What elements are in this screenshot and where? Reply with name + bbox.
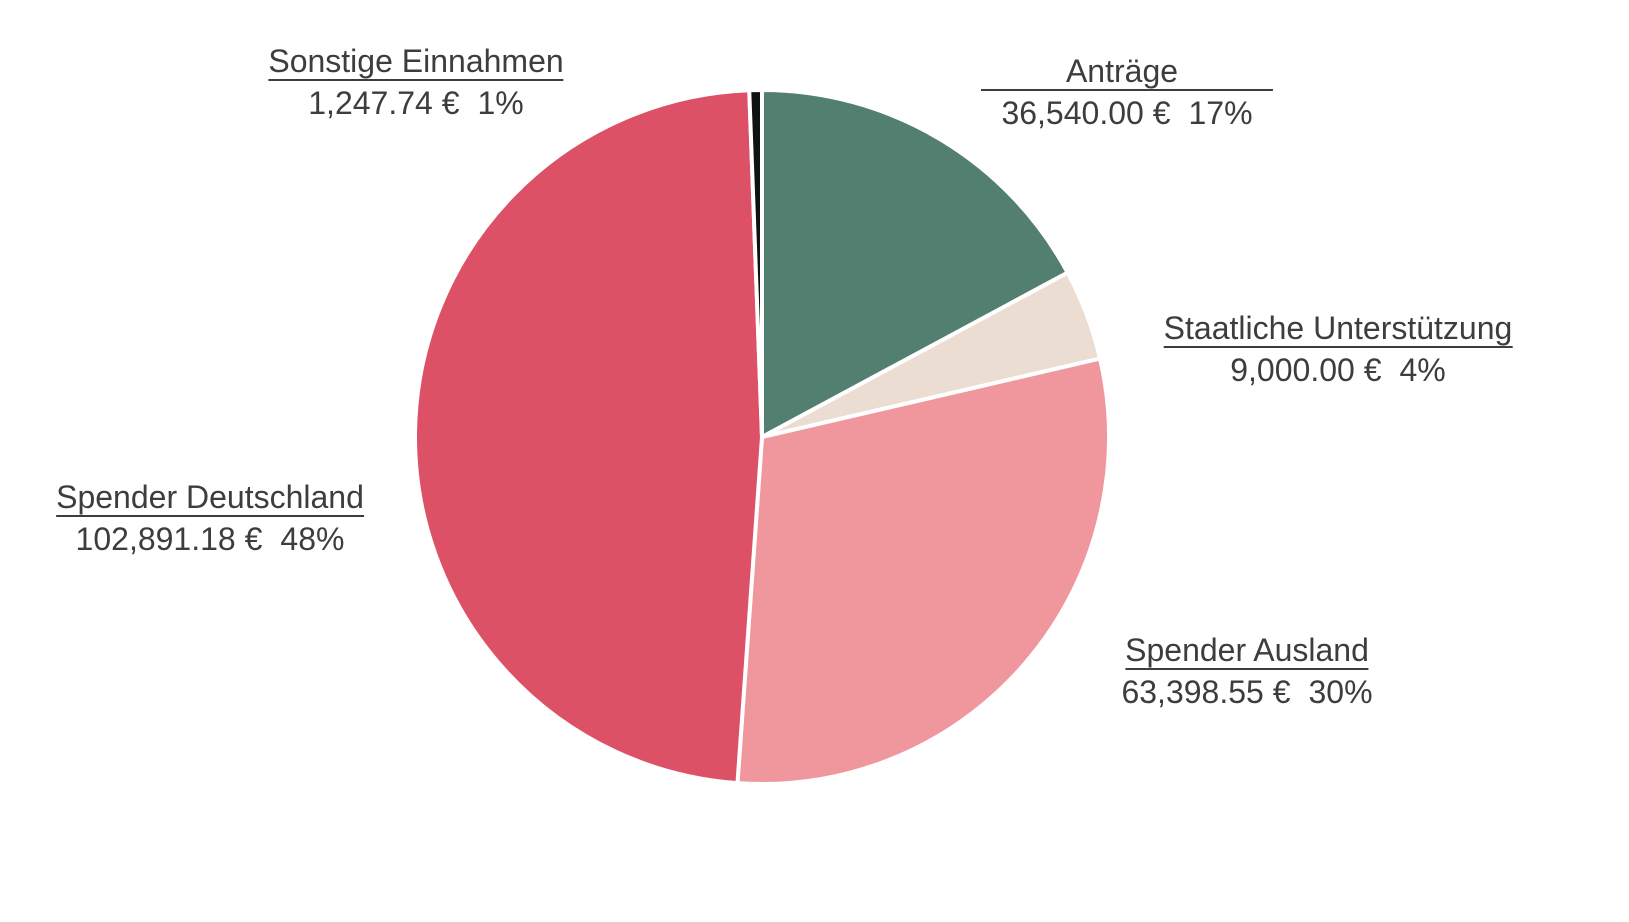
slice-percent-text: 17% (1188, 95, 1253, 131)
slice-label-name: Spender Ausland (1125, 632, 1369, 670)
slice-label-name: Staatliche Unterstützung (1163, 310, 1513, 348)
slice-value-text: 36,540.00 € (1001, 95, 1171, 131)
slice-label: Sonstige Einnahmen 1,247.74 € 1% (268, 40, 564, 124)
slice-label-value: 102,891.18 € 48% (56, 518, 364, 560)
slice-label: Staatliche Unterstützung 9,000.00 € 4% (1163, 307, 1513, 391)
pie-slice-spender-deutschland (413, 88, 764, 786)
slice-value-text: 102,891.18 € (75, 521, 263, 557)
slice-value-text: 63,398.55 € (1121, 674, 1291, 710)
slice-percent-text: 30% (1308, 674, 1373, 710)
slice-label-name: Anträge (980, 53, 1274, 91)
slice-value-text: 9,000.00 € (1230, 352, 1382, 388)
slice-label-value: 36,540.00 € 17% (981, 92, 1273, 134)
pie-slice-antr-ge (760, 88, 1070, 439)
slice-percent-text: 48% (280, 521, 345, 557)
slice-label: Spender Deutschland 102,891.18 € 48% (56, 476, 364, 560)
slice-label-name: Sonstige Einnahmen (268, 43, 564, 81)
slice-label: Spender Ausland 63,398.55 € 30% (1121, 629, 1372, 713)
pie-slice-spender-ausland (735, 356, 1111, 786)
slice-label-value: 9,000.00 € 4% (1164, 349, 1513, 391)
slice-percent-text: 1% (477, 85, 524, 121)
slice-label: Anträge 36,540.00 € 17% (980, 50, 1274, 134)
slice-percent-text: 4% (1399, 352, 1446, 388)
slice-label-value: 1,247.74 € 1% (268, 82, 563, 124)
slice-label-name: Spender Deutschland (56, 479, 364, 517)
slice-value-text: 1,247.74 € (308, 85, 460, 121)
slice-label-value: 63,398.55 € 30% (1121, 671, 1372, 713)
pie-slice-sonstige-einnahmen (747, 88, 764, 439)
